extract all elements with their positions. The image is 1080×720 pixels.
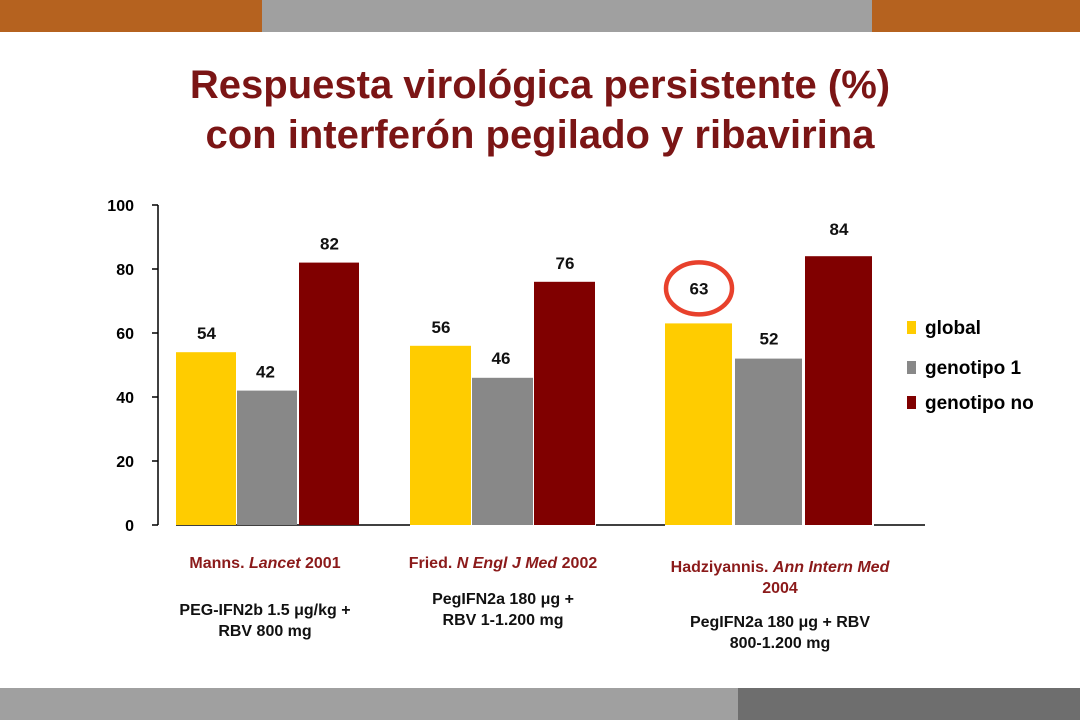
study-year: 2004 — [762, 580, 798, 597]
study-journal: Lancet — [248, 555, 301, 572]
top-band-left — [0, 0, 262, 32]
legend-label: genotipo 1 — [925, 358, 1021, 379]
slide-title: Respuesta virológica persistente (%) con… — [40, 60, 1040, 160]
regimen-line-2: RBV 1-1.200 mg — [442, 612, 564, 629]
study-regimen: PegIFN2a 180 μg + RBV 1-1.200 mg — [398, 589, 608, 631]
study-journal: Ann Intern Med — [772, 559, 890, 576]
study-journal: N Engl J Med — [456, 555, 558, 572]
bar-value-label: 42 — [256, 363, 275, 382]
bar-value-label: 76 — [556, 254, 575, 273]
legend-label: global — [925, 318, 981, 339]
study-caption-manns: Manns. Lancet 2001 PEG-IFN2b 1.5 μg/kg +… — [140, 553, 390, 642]
study-year: 2001 — [300, 555, 341, 572]
y-tick-label: 0 — [125, 518, 134, 535]
bar-value-label: 52 — [760, 330, 779, 349]
y-tick-label: 100 — [107, 198, 134, 215]
bar — [237, 390, 297, 525]
legend-swatch — [907, 396, 916, 409]
study-reference: Manns. Lancet 2001 — [140, 553, 390, 574]
study-caption-hadziyannis: Hadziyannis. Ann Intern Med 2004 PegIFN2… — [655, 557, 905, 654]
study-regimen: PEG-IFN2b 1.5 μg/kg + RBV 800 mg — [140, 600, 390, 642]
legend-swatch — [907, 361, 916, 374]
title-line-2: con interferón pegilado y ribavirina — [205, 113, 875, 157]
bar — [534, 281, 595, 525]
y-tick-label: 40 — [116, 390, 134, 407]
study-caption-fried: Fried. N Engl J Med 2002 PegIFN2a 180 μg… — [398, 553, 608, 631]
study-author: Hadziyannis. — [670, 559, 773, 576]
title-line-1: Respuesta virológica persistente (%) — [189, 63, 891, 107]
bar — [299, 262, 359, 525]
highlight-circle — [663, 260, 735, 317]
regimen-line-1: PegIFN2a 180 μg + RBV — [689, 614, 871, 631]
bar — [176, 352, 236, 525]
study-author: Manns. — [189, 555, 249, 572]
legend-swatch — [907, 321, 916, 334]
y-tick-label: 60 — [116, 326, 134, 343]
top-band-middle — [262, 0, 872, 32]
study-author: Fried. — [408, 555, 457, 572]
bottom-band-right — [738, 688, 1080, 720]
bar-value-label: 56 — [432, 318, 451, 337]
regimen-line-1: PegIFN2a 180 μg + — [432, 591, 574, 608]
bar-value-label: 63 — [690, 279, 709, 298]
legend-label: genotipo no — [925, 393, 1034, 414]
regimen-line-1: PEG-IFN2b 1.5 μg/kg + — [179, 602, 351, 619]
regimen-line-2: RBV 800 mg — [218, 623, 312, 640]
study-regimen: PegIFN2a 180 μg + RBV 800-1.200 mg — [655, 612, 905, 654]
study-year: 2002 — [557, 555, 598, 572]
bar-value-label: 54 — [197, 324, 216, 343]
study-reference: Fried. N Engl J Med 2002 — [398, 553, 608, 574]
regimen-line-2: 800-1.200 mg — [729, 635, 831, 652]
y-tick-label: 20 — [116, 454, 134, 471]
bar — [735, 358, 802, 525]
top-band-right — [872, 0, 1080, 32]
bottom-band-left — [0, 688, 738, 720]
bar-value-label: 84 — [830, 220, 849, 239]
bar — [665, 323, 732, 525]
bar — [410, 345, 471, 525]
study-reference: Hadziyannis. Ann Intern Med 2004 — [655, 557, 905, 599]
bar — [805, 256, 872, 525]
y-tick-label: 80 — [116, 262, 134, 279]
bar-value-label: 82 — [320, 235, 339, 254]
bar-value-label: 46 — [492, 349, 511, 368]
bar — [472, 377, 533, 525]
